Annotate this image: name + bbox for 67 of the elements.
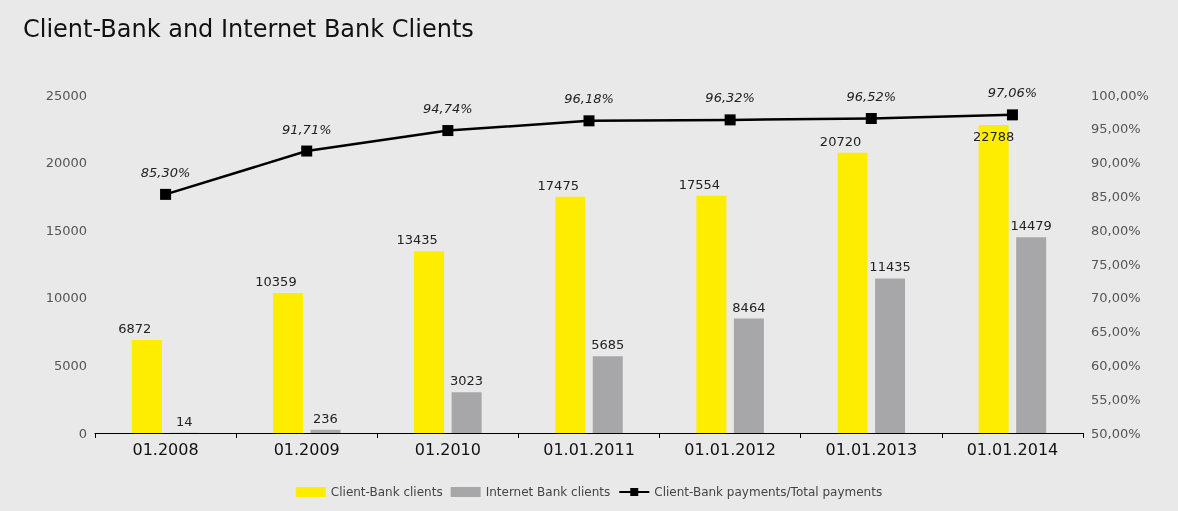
y2-tick-label: 55,00% <box>1091 391 1141 407</box>
point <box>442 125 454 137</box>
point <box>865 113 877 125</box>
data-label: 97,06% <box>987 85 1038 101</box>
point <box>724 114 736 126</box>
data-label: 17475 <box>537 177 579 193</box>
legend-label: Client-Bank clients <box>330 485 443 499</box>
data-label: 85,30% <box>140 164 191 180</box>
data-label: 14479 <box>1010 218 1052 234</box>
y2-tick-label: 65,00% <box>1091 324 1141 340</box>
data-label: 3023 <box>450 373 484 389</box>
y2-tick-label: 85,00% <box>1091 188 1141 204</box>
data-label: 14 <box>176 413 193 429</box>
legend-label: Client-Bank payments/Total payments <box>654 485 883 499</box>
y2-tick-label: 100,00% <box>1091 87 1149 103</box>
x-tick-label: 01.01.2011 <box>543 439 635 459</box>
y2-tick-label: 80,00% <box>1091 222 1141 238</box>
y2-tick-label: 60,00% <box>1091 357 1141 373</box>
bar <box>1016 237 1047 433</box>
y2-tick-label: 50,00% <box>1091 425 1141 441</box>
data-label: 13435 <box>396 232 438 248</box>
data-label: 236 <box>313 410 338 426</box>
y2-tick-label: 75,00% <box>1091 256 1141 272</box>
bar <box>272 292 303 433</box>
legend-label: Internet Bank clients <box>485 485 611 499</box>
data-label: 8464 <box>732 299 766 315</box>
bar <box>733 318 764 433</box>
x-tick-label: 01.2008 <box>132 439 199 459</box>
y-tick-label: 15000 <box>45 222 87 238</box>
x-tick-label: 01.2010 <box>414 439 481 459</box>
data-label: 10359 <box>255 273 297 289</box>
point <box>1006 109 1018 121</box>
bar <box>131 340 162 433</box>
bar <box>414 251 445 433</box>
x-tick-label: 01.2009 <box>273 439 340 459</box>
y-tick-label: 5000 <box>53 357 87 373</box>
y-tick-label: 25000 <box>45 87 87 103</box>
data-label: 17554 <box>678 176 721 192</box>
y2-tick-label: 70,00% <box>1091 290 1141 306</box>
bar <box>696 195 727 433</box>
data-label: 96,52% <box>846 89 897 105</box>
data-label: 91,71% <box>281 121 332 137</box>
x-tick-label: 01.01.2014 <box>966 439 1059 459</box>
data-label: 20720 <box>819 133 862 149</box>
y2-tick-label: 90,00% <box>1091 155 1141 171</box>
data-label: 96,32% <box>705 90 755 106</box>
y-tick-label: 20000 <box>45 155 87 171</box>
y-tick-label: 0 <box>78 425 87 441</box>
chart-title: Client-Bank and Internet Bank Clients <box>23 15 474 43</box>
y-tick-label: 10000 <box>45 290 87 306</box>
bar <box>555 196 586 433</box>
bar <box>451 392 482 433</box>
point <box>583 115 595 127</box>
x-tick-label: 01.01.2013 <box>825 439 918 459</box>
x-tick-label: 01.01.2012 <box>684 439 776 459</box>
data-label: 5685 <box>591 337 625 353</box>
bar <box>310 429 341 433</box>
bar <box>875 278 906 433</box>
y2-tick-label: 95,00% <box>1091 121 1141 137</box>
bar <box>592 356 623 433</box>
data-label: 6872 <box>118 321 152 337</box>
data-label: 94,74% <box>423 101 473 117</box>
point <box>301 145 313 157</box>
bar <box>837 152 868 433</box>
data-label: 11435 <box>869 259 911 275</box>
data-label: 96,18% <box>564 91 614 107</box>
point <box>160 188 172 200</box>
